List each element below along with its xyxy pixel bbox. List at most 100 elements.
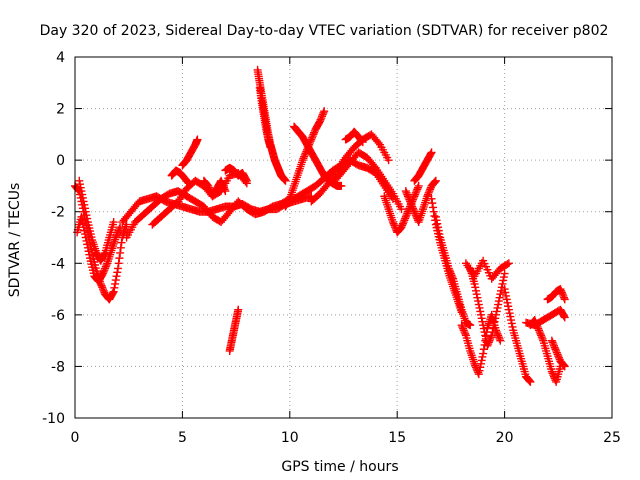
data-series <box>71 65 569 386</box>
data-point <box>77 187 86 196</box>
data-point <box>424 188 433 197</box>
grid-lines <box>75 57 612 418</box>
data-point <box>80 200 89 209</box>
data-point <box>403 192 412 201</box>
chart-title: Day 320 of 2023, Sidereal Day-to-day VTE… <box>40 23 609 39</box>
data-point <box>113 268 122 277</box>
data-point <box>507 319 516 328</box>
data-point <box>414 181 423 190</box>
data-point <box>500 269 509 278</box>
data-point <box>217 176 226 185</box>
data-point <box>476 363 485 372</box>
data-point <box>484 338 493 347</box>
data-point <box>537 333 546 342</box>
data-point <box>491 314 500 323</box>
data-point <box>475 366 484 375</box>
data-point <box>448 273 457 282</box>
data-point <box>484 340 493 349</box>
data-point <box>219 181 228 190</box>
data-point <box>318 110 327 119</box>
data-point <box>547 336 556 345</box>
data-point <box>474 368 483 377</box>
data-point <box>493 303 502 312</box>
data-point <box>476 359 485 368</box>
series-descent-17h-b <box>431 212 475 330</box>
data-point <box>444 264 453 273</box>
data-point <box>471 283 480 292</box>
data-point <box>479 321 488 330</box>
data-point <box>535 328 544 337</box>
series-start-drop-a <box>71 181 131 304</box>
data-point <box>374 138 383 147</box>
data-point <box>77 212 86 221</box>
data-point <box>423 190 432 199</box>
data-point <box>242 176 251 185</box>
y-tick-labels: -10 -8 -6 -4 -2 0 2 4 <box>42 50 65 427</box>
data-point <box>315 117 324 126</box>
data-point <box>457 321 466 330</box>
data-point <box>403 190 412 199</box>
x-axis-label: GPS time / hours <box>281 459 398 475</box>
data-point <box>446 267 455 276</box>
data-point <box>550 341 559 350</box>
y-tick-label: -4 <box>51 256 65 272</box>
data-point <box>536 329 545 338</box>
data-point <box>502 295 511 304</box>
data-point <box>266 143 275 152</box>
data-point <box>508 322 517 331</box>
data-point <box>492 307 501 316</box>
data-point <box>429 207 438 216</box>
data-point <box>473 293 482 302</box>
data-point <box>559 291 568 300</box>
series-cluster-7.5h <box>221 163 251 185</box>
series-low-band-20h <box>500 285 535 386</box>
series-late-segment-15h <box>380 181 423 237</box>
data-point <box>560 295 569 304</box>
data-point <box>411 188 420 197</box>
data-point <box>111 276 120 285</box>
data-point <box>122 220 131 229</box>
data-point <box>397 223 406 232</box>
data-point <box>98 285 107 294</box>
data-point <box>486 333 495 342</box>
data-point <box>406 199 415 208</box>
data-point <box>388 218 397 227</box>
data-point <box>82 236 91 245</box>
data-point <box>102 261 111 270</box>
x-tick-label: 15 <box>388 430 406 446</box>
data-point <box>492 310 501 319</box>
data-point <box>300 152 309 161</box>
data-point <box>307 133 316 142</box>
series-spikes-19h <box>461 256 513 283</box>
data-point <box>477 314 486 323</box>
data-point <box>218 180 227 189</box>
data-point <box>183 177 192 186</box>
data-point <box>406 197 415 206</box>
data-point <box>458 322 467 331</box>
series-morning-band-2 <box>122 187 294 242</box>
data-point <box>550 343 559 352</box>
series-afternoon-band-3 <box>328 148 406 214</box>
data-point <box>397 205 406 214</box>
data-point <box>98 269 107 278</box>
data-point <box>204 181 213 190</box>
data-point <box>402 188 411 197</box>
series-start-drop-c <box>75 176 118 265</box>
data-point <box>99 286 108 295</box>
data-point <box>446 269 455 278</box>
data-point <box>485 336 494 345</box>
y-tick-label: -10 <box>42 411 65 427</box>
data-point <box>112 231 121 240</box>
data-point <box>409 205 418 214</box>
data-point <box>84 247 93 256</box>
data-point <box>497 286 506 295</box>
data-point <box>184 179 193 188</box>
data-point <box>384 156 393 165</box>
data-point <box>495 293 504 302</box>
data-point <box>281 176 290 185</box>
data-point <box>413 183 422 192</box>
series-spike-8.5h <box>253 65 290 185</box>
y-tick-label: -6 <box>51 308 65 324</box>
data-point <box>110 283 119 292</box>
